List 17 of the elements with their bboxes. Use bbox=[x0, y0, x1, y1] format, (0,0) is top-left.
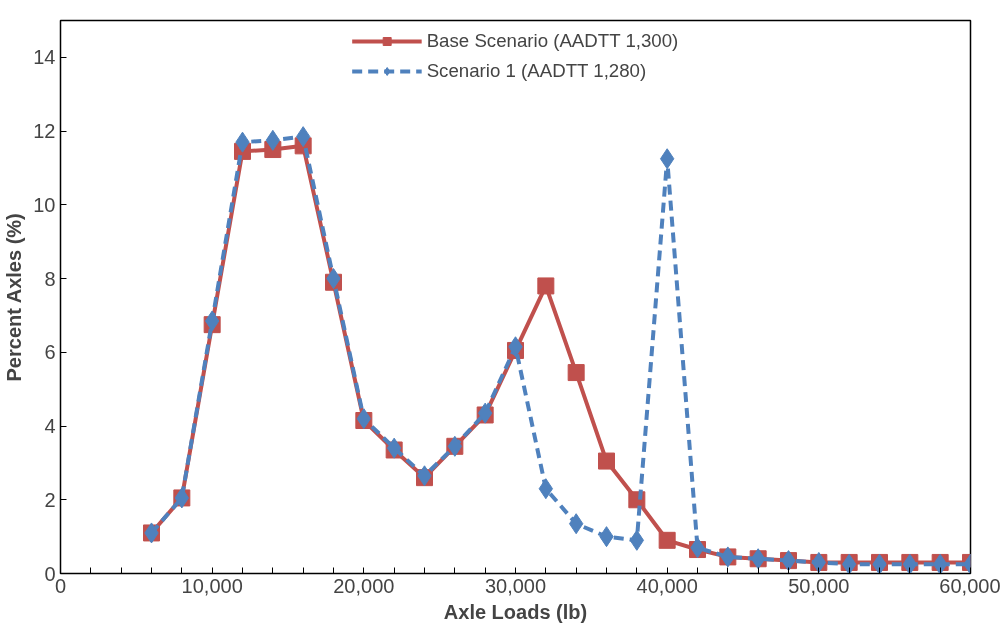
legend-label: Base Scenario (AADTT 1,300) bbox=[426, 30, 679, 52]
x-axis-title: Axle Loads (lb) bbox=[443, 600, 588, 623]
y-tick-label: 6 bbox=[44, 341, 56, 364]
y-tick-label: 10 bbox=[33, 193, 56, 216]
x-tick-label: 50,000 bbox=[788, 574, 850, 597]
y-tick-label: 12 bbox=[33, 120, 56, 143]
y-tick-label: 2 bbox=[44, 488, 56, 511]
y-tick-label: 14 bbox=[33, 46, 56, 69]
legend-label: Scenario 1 (AADTT 1,280) bbox=[426, 60, 647, 82]
x-tick-label: 10,000 bbox=[181, 574, 243, 597]
y-tick-label: 8 bbox=[44, 267, 56, 290]
x-tick-label: 40,000 bbox=[636, 574, 698, 597]
y-tick-label: 4 bbox=[44, 415, 56, 438]
x-tick-label: 60,000 bbox=[939, 574, 1001, 597]
y-axis-title: Percent Axles (%) bbox=[3, 213, 26, 382]
x-tick-label: 30,000 bbox=[484, 574, 547, 597]
x-tick-label: 20,000 bbox=[333, 574, 395, 597]
